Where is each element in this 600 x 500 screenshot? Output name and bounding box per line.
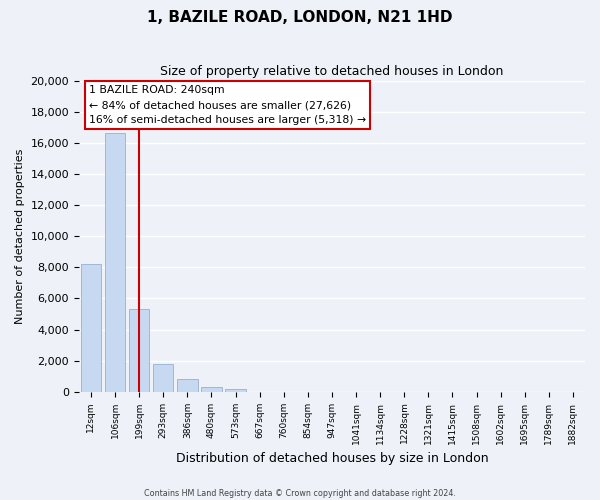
- Bar: [177, 380, 197, 392]
- Bar: [105, 134, 125, 392]
- X-axis label: Distribution of detached houses by size in London: Distribution of detached houses by size …: [176, 452, 488, 465]
- Bar: [226, 388, 246, 392]
- Bar: [201, 387, 221, 392]
- Text: 1, BAZILE ROAD, LONDON, N21 1HD: 1, BAZILE ROAD, LONDON, N21 1HD: [147, 10, 453, 25]
- Y-axis label: Number of detached properties: Number of detached properties: [15, 148, 25, 324]
- Text: 1 BAZILE ROAD: 240sqm
← 84% of detached houses are smaller (27,626)
16% of semi-: 1 BAZILE ROAD: 240sqm ← 84% of detached …: [89, 85, 366, 125]
- Bar: [129, 310, 149, 392]
- Bar: [81, 264, 101, 392]
- Bar: [153, 364, 173, 392]
- Text: Contains HM Land Registry data © Crown copyright and database right 2024.: Contains HM Land Registry data © Crown c…: [144, 488, 456, 498]
- Title: Size of property relative to detached houses in London: Size of property relative to detached ho…: [160, 65, 503, 78]
